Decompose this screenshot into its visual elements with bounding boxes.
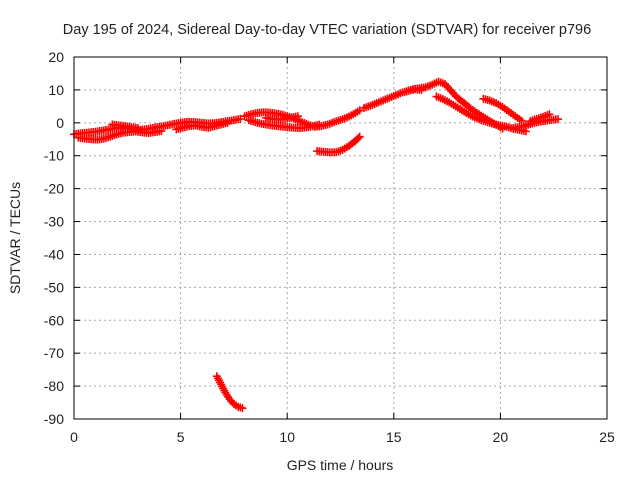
y-tick-label: -90 bbox=[44, 411, 64, 427]
data-point bbox=[157, 127, 166, 136]
y-tick-label: -40 bbox=[44, 246, 64, 262]
y-tick-label: -20 bbox=[44, 181, 64, 197]
data-point bbox=[355, 132, 364, 141]
series-track-l bbox=[479, 94, 526, 125]
x-tick-label: 15 bbox=[386, 429, 402, 445]
x-axis-label: GPS time / hours bbox=[287, 457, 394, 473]
data-point bbox=[545, 110, 554, 119]
plot-frame bbox=[73, 56, 608, 420]
series-track-d bbox=[172, 118, 232, 134]
data-point bbox=[223, 118, 232, 127]
x-tick-label: 10 bbox=[279, 429, 295, 445]
x-tick-label: 5 bbox=[177, 429, 185, 445]
series-track-n bbox=[526, 110, 554, 126]
data-point bbox=[315, 120, 324, 129]
series-track-f bbox=[244, 116, 324, 133]
data-points bbox=[70, 77, 562, 413]
series-track-c bbox=[108, 120, 142, 133]
x-tick-label: 20 bbox=[493, 429, 509, 445]
series-track-g bbox=[261, 112, 302, 124]
x-tick-label: 0 bbox=[70, 429, 78, 445]
y-tick-label: -80 bbox=[44, 378, 64, 394]
y-tick-label: -70 bbox=[44, 345, 64, 361]
y-tick-label: -60 bbox=[44, 312, 64, 328]
y-axis-label: SDTVAR / TECUs bbox=[7, 182, 23, 294]
x-tick-label: 25 bbox=[599, 429, 615, 445]
y-tick-label: -10 bbox=[44, 148, 64, 164]
data-point bbox=[355, 106, 364, 115]
data-point bbox=[293, 112, 302, 121]
axis-ticks: 0 5 10 15 20 25 20 10 0 -10 -20 -30 -40 -50 -60 -70 -80 -… bbox=[44, 49, 615, 445]
series-track-o bbox=[212, 372, 247, 413]
y-tick-label: 20 bbox=[48, 49, 64, 65]
grid-lines bbox=[74, 57, 607, 419]
y-tick-label: 10 bbox=[48, 82, 64, 98]
chart-title: Day 195 of 2024, Sidereal Day-to-day VTE… bbox=[63, 22, 591, 38]
y-tick-label: -30 bbox=[44, 214, 64, 230]
series-track-h bbox=[313, 132, 364, 157]
data-point bbox=[553, 115, 562, 124]
data-point bbox=[238, 404, 247, 413]
y-tick-label: -50 bbox=[44, 279, 64, 295]
data-point bbox=[133, 124, 142, 133]
series-track-b bbox=[74, 127, 166, 144]
data-point bbox=[236, 114, 245, 123]
data-point-fill bbox=[354, 134, 363, 143]
y-tick-label: 0 bbox=[56, 115, 64, 131]
